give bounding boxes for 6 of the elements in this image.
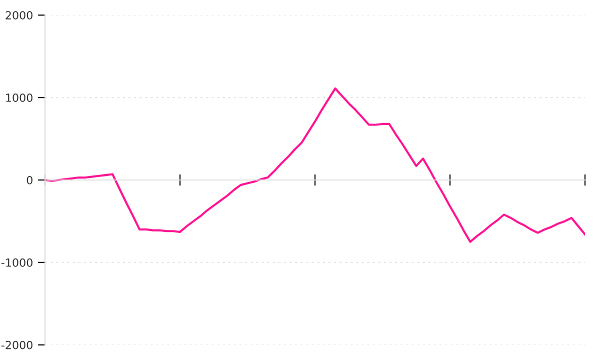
y-tick-label: 2000	[6, 11, 32, 20]
y-tick-label: 0	[26, 176, 32, 184]
y-tick-label: -1000	[1, 258, 32, 267]
y-tick-label: 1000	[6, 94, 32, 102]
y-tick-label: -2000	[1, 340, 32, 350]
line-series	[45, 87, 585, 243]
